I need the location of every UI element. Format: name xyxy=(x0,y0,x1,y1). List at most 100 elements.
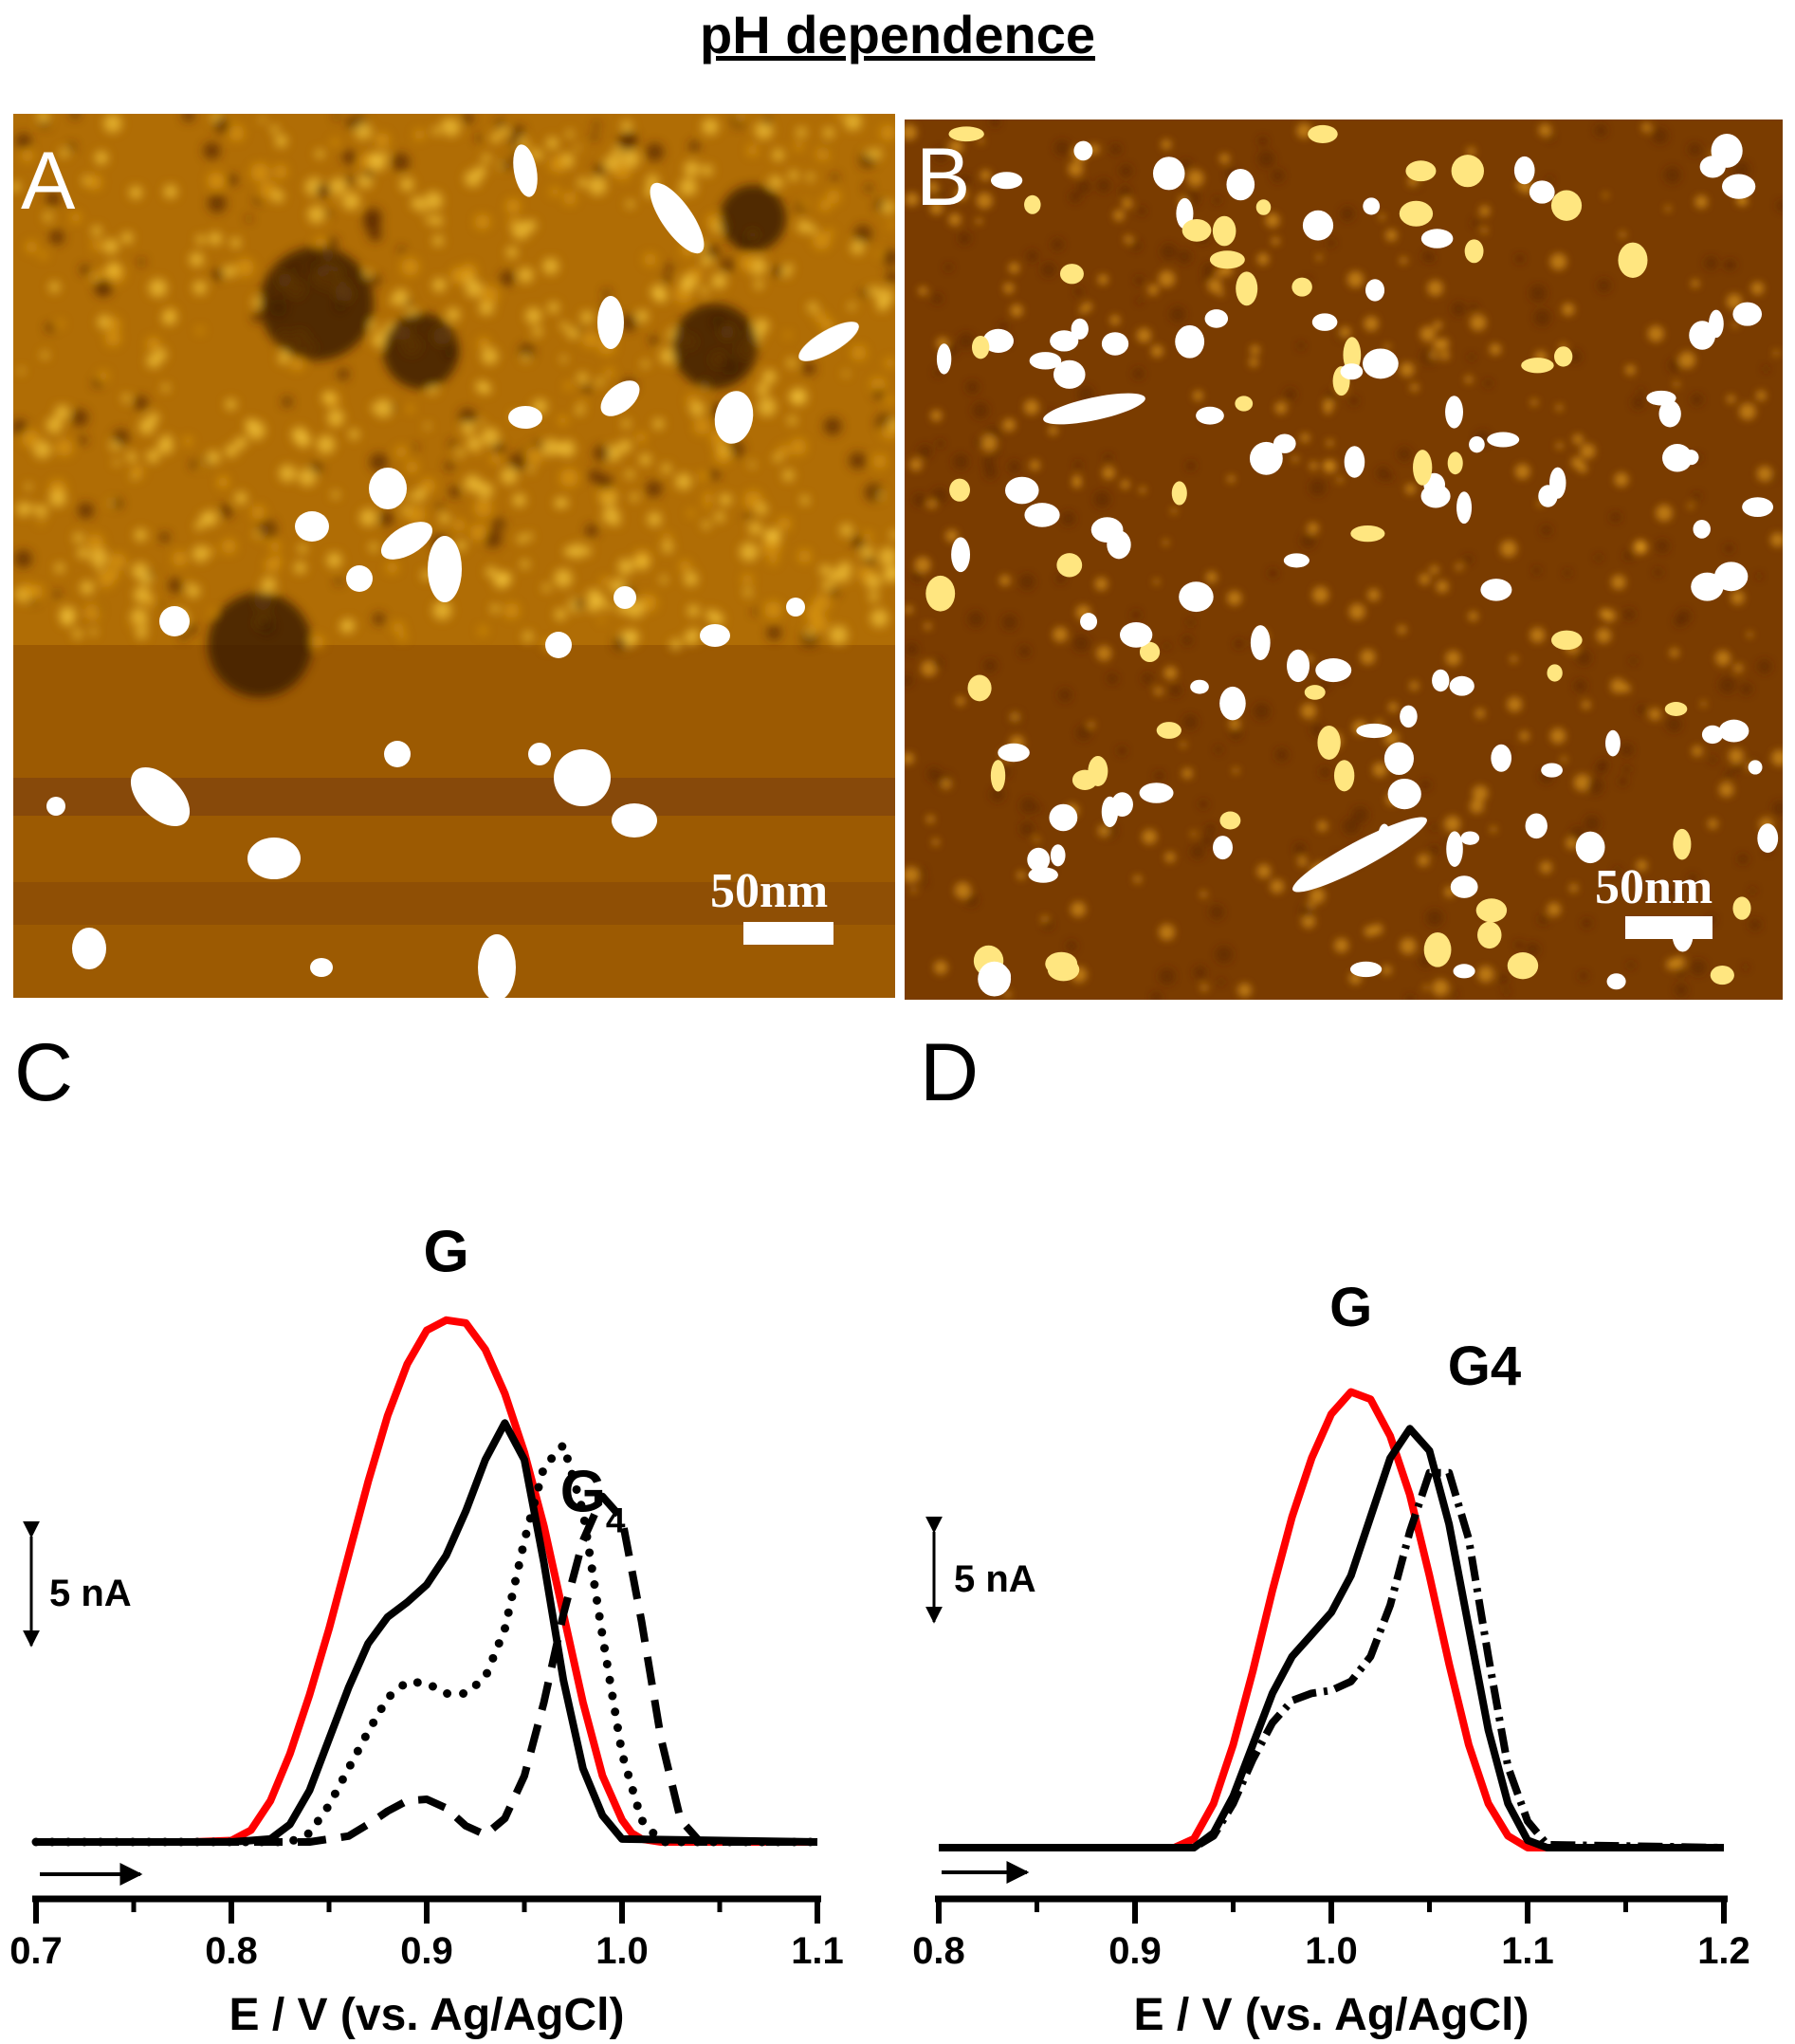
afm-texture-dot xyxy=(412,444,419,451)
afm-texture-dot xyxy=(102,238,119,254)
afm-particle xyxy=(1405,160,1437,182)
afm-texture-dot xyxy=(1690,959,1707,976)
afm-texture-dot xyxy=(768,555,778,565)
afm-particle xyxy=(1049,803,1078,832)
afm-particle xyxy=(786,598,805,617)
afm-texture-dot xyxy=(499,126,509,137)
afm-particle xyxy=(1080,613,1098,631)
afm-texture-dot xyxy=(70,114,81,120)
afm-texture-dot xyxy=(274,134,288,148)
afm-texture-dot xyxy=(130,619,138,628)
afm-texture-dot xyxy=(1596,628,1612,644)
afm-texture-dot xyxy=(720,257,736,273)
afm-texture-dot xyxy=(1560,756,1567,763)
afm-texture-dot xyxy=(614,162,632,180)
afm-particle xyxy=(1480,579,1512,601)
afm-texture-dot xyxy=(1641,122,1652,133)
afm-texture-dot xyxy=(424,191,443,211)
afm-particle xyxy=(545,632,572,658)
afm-texture-dot xyxy=(931,488,948,504)
series-line-dashed-black xyxy=(36,1492,817,1846)
afm-texture-dot xyxy=(94,151,109,165)
afm-texture-dot xyxy=(500,467,518,485)
afm-texture-dot xyxy=(931,293,943,304)
afm-texture-dot xyxy=(133,396,149,411)
afm-texture-dot xyxy=(1546,175,1553,184)
afm-texture-dot xyxy=(207,172,225,190)
afm-texture-dot xyxy=(1117,746,1127,756)
afm-texture-dot xyxy=(441,120,449,127)
afm-particle xyxy=(1673,828,1692,860)
afm-texture-dot xyxy=(89,628,98,635)
peak-annotation: G4 xyxy=(1448,1335,1521,1397)
afm-texture-dot xyxy=(401,257,419,276)
afm-particle xyxy=(72,928,106,969)
afm-texture-dot xyxy=(1547,134,1555,141)
afm-texture-dot xyxy=(1724,543,1734,554)
afm-texture-dot xyxy=(261,577,277,593)
afm-texture-dot xyxy=(778,181,784,188)
afm-texture-dot xyxy=(1614,472,1629,488)
afm-texture-dot xyxy=(1376,466,1390,481)
afm-texture-dot xyxy=(1163,642,1170,650)
afm-texture-dot xyxy=(1257,150,1275,168)
afm-texture-dot xyxy=(1472,785,1489,801)
afm-particle xyxy=(1071,318,1089,340)
afm-texture-dot xyxy=(1468,353,1475,361)
afm-texture-dot xyxy=(905,866,920,884)
afm-texture-dot xyxy=(1193,966,1207,980)
afm-texture-dot xyxy=(754,280,764,290)
afm-particle xyxy=(600,380,640,416)
afm-texture-dot xyxy=(701,164,713,176)
afm-particle xyxy=(1056,553,1083,578)
afm-texture-dot xyxy=(432,235,444,247)
afm-texture-dot xyxy=(1700,700,1707,708)
afm-particle xyxy=(1420,229,1454,249)
afm-texture-dot xyxy=(1664,205,1672,212)
afm-texture-dot xyxy=(210,609,217,617)
afm-particle xyxy=(1250,625,1271,661)
afm-texture-dot xyxy=(271,190,284,203)
afm-texture-dot xyxy=(784,331,792,339)
afm-texture-dot xyxy=(796,127,807,138)
afm-pit xyxy=(672,304,758,389)
afm-particle xyxy=(1507,952,1539,980)
afm-texture-dot xyxy=(786,358,797,368)
afm-texture-dot xyxy=(518,267,534,284)
afm-texture-dot xyxy=(956,696,965,706)
afm-texture-dot xyxy=(814,310,827,323)
afm-texture-dot xyxy=(1051,238,1064,251)
afm-texture-dot xyxy=(755,120,774,139)
afm-texture-dot xyxy=(1691,279,1700,288)
afm-texture-dot xyxy=(1776,200,1783,212)
afm-texture-dot xyxy=(1153,579,1160,585)
afm-texture-dot xyxy=(49,230,64,245)
afm-particle xyxy=(295,511,329,542)
afm-texture-dot xyxy=(234,436,247,450)
afm-texture-dot xyxy=(218,477,229,488)
afm-texture-dot xyxy=(1088,721,1095,728)
afm-texture-dot xyxy=(652,418,665,430)
afm-texture-dot xyxy=(1169,684,1182,697)
afm-texture-dot xyxy=(965,380,980,395)
afm-texture-dot xyxy=(1691,393,1703,406)
afm-texture-dot xyxy=(1595,554,1603,562)
afm-particle xyxy=(554,749,611,806)
afm-texture-dot xyxy=(522,631,534,642)
afm-particle xyxy=(1722,174,1756,199)
afm-texture-dot xyxy=(1634,541,1648,555)
scale-bar-b xyxy=(1625,916,1713,939)
afm-texture-dot xyxy=(392,621,404,634)
afm-texture-dot xyxy=(743,588,753,598)
afm-texture-dot xyxy=(478,419,485,426)
afm-particle xyxy=(1311,313,1338,331)
afm-texture-dot xyxy=(1053,139,1071,157)
afm-texture-dot xyxy=(45,322,55,333)
afm-texture-dot xyxy=(1598,759,1609,770)
afm-texture-dot xyxy=(823,127,834,138)
afm-texture-dot xyxy=(645,142,665,161)
afm-texture-dot xyxy=(1714,650,1731,666)
afm-texture-dot xyxy=(918,444,932,459)
afm-texture-dot xyxy=(1500,540,1517,558)
afm-texture-dot xyxy=(138,417,156,435)
